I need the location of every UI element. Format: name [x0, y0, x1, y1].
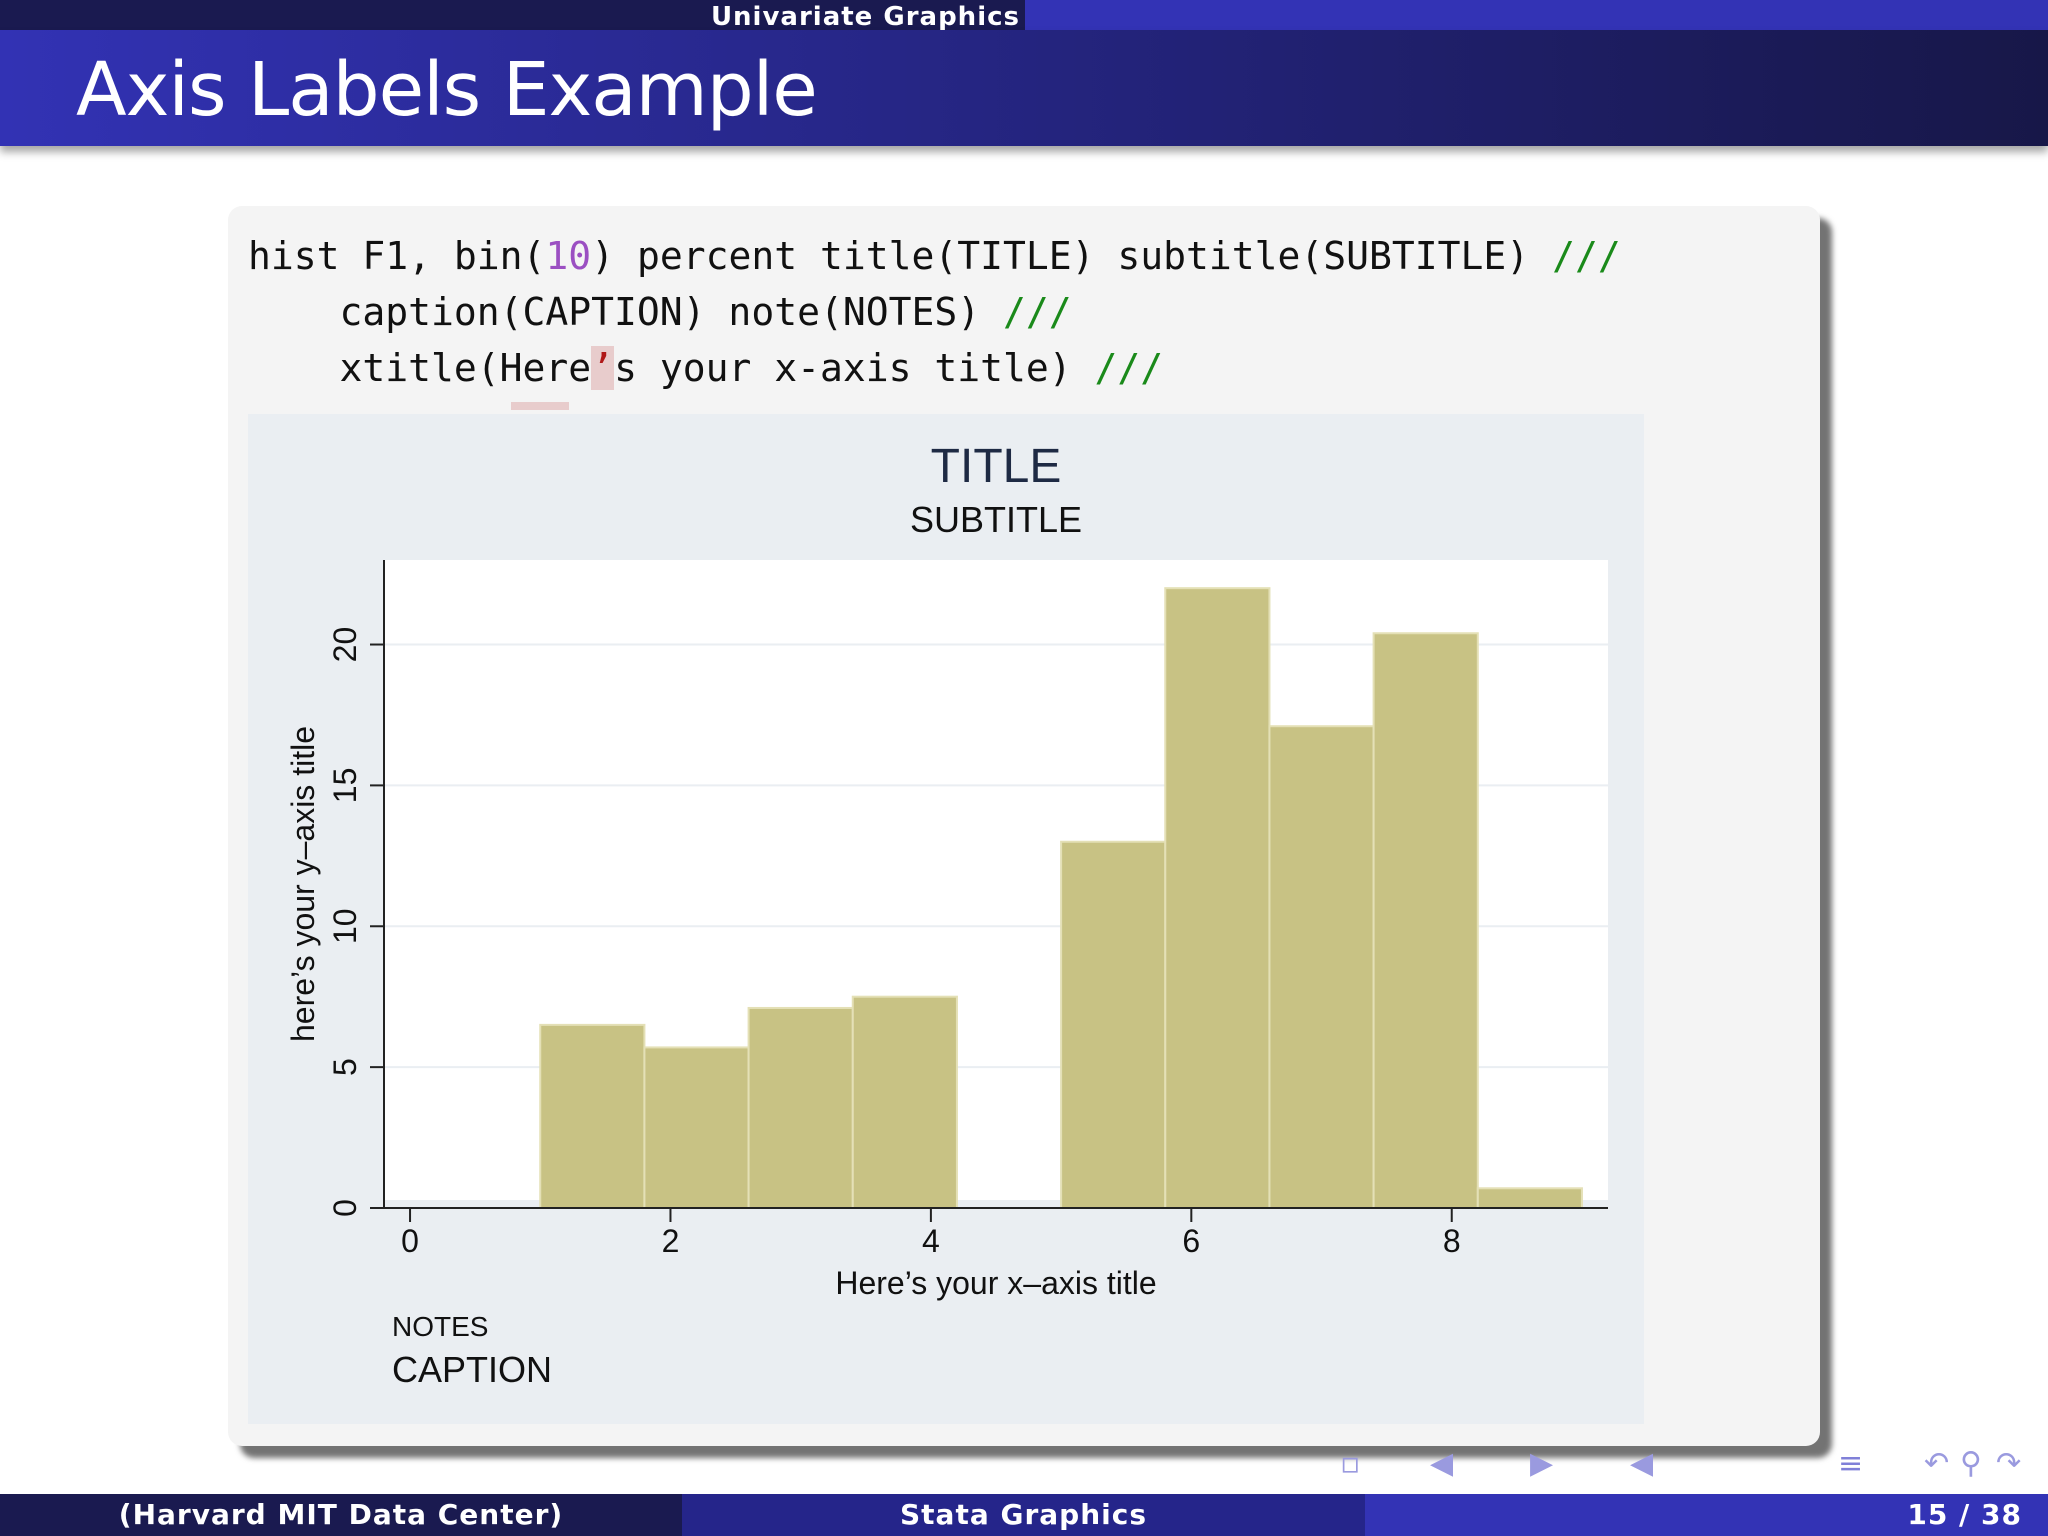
code-listing: hist F1, bin(10) percent title(TITLE) su…	[248, 228, 1621, 396]
code-comment: ///	[1552, 234, 1621, 278]
footer-title: Stata Graphics	[682, 1494, 1365, 1536]
histogram-bar	[1268, 725, 1375, 1209]
histogram-bar	[539, 1023, 646, 1209]
chart-note: NOTES	[392, 1311, 488, 1342]
code-comment: ///	[1002, 290, 1072, 334]
frame-title: Axis Labels Example	[76, 47, 818, 133]
frame-title-bar: Axis Labels Example	[0, 30, 2048, 146]
section-bar-right	[1025, 0, 2048, 30]
content-block: hist F1, bin(10) percent title(TITLE) su…	[228, 206, 1820, 1446]
error-highlight-mark	[511, 402, 569, 410]
code-comment: ///	[1094, 346, 1164, 390]
page-number: 15 / 38	[1907, 1498, 2022, 1531]
code-text: ) percent title(TITLE) subtitle(SUBTITLE…	[591, 234, 1553, 278]
footer-bar: (Harvard MIT Data Center) Stata Graphics…	[0, 1494, 2048, 1536]
histogram-bar	[747, 1006, 854, 1209]
code-text: xtitle(Here	[248, 346, 592, 390]
y-axis-ticks: 0 5 10 15 20	[327, 627, 384, 1217]
chart-subtitle: SUBTITLE	[910, 499, 1082, 540]
y-tick-label: 0	[327, 1199, 363, 1217]
nav-undo-icon[interactable]: ↶	[1924, 1446, 1950, 1481]
nav-frame-icon[interactable]: ▫	[1340, 1446, 1361, 1481]
nav-document-icon[interactable]: ◀	[1630, 1446, 1654, 1481]
x-tick-label: 6	[1182, 1223, 1200, 1259]
graph-panel: 0 5 10 15 20 0 2 4 6 8 TITLE SUBTITLE Here’s you…	[248, 414, 1644, 1424]
code-error-highlight: ’	[591, 346, 615, 390]
nav-search-icon[interactable]: ⚲	[1960, 1446, 1982, 1481]
code-number: 10	[545, 234, 592, 278]
nav-section-icon[interactable]: ▶	[1530, 1446, 1554, 1481]
histogram-bar	[643, 1046, 750, 1209]
nav-list-icon[interactable]: ≡	[1838, 1446, 1864, 1481]
chart-caption: CAPTION	[392, 1349, 552, 1390]
section-title[interactable]: Univariate Graphics	[710, 2, 1020, 32]
histogram-bar	[1476, 1187, 1583, 1209]
code-text: hist F1, bin(	[248, 234, 546, 278]
nav-subsection-icon[interactable]: ◀	[1430, 1446, 1454, 1481]
y-axis-title: here’s your y–axis title	[285, 726, 321, 1042]
footer-page: 15 / 38	[1365, 1494, 2048, 1536]
section-bar-left	[0, 0, 1025, 30]
section-navigation-bar: Univariate Graphics	[0, 0, 2048, 32]
histogram-bar	[1164, 587, 1271, 1210]
y-tick-label: 20	[327, 627, 363, 663]
x-tick-label: 4	[922, 1223, 940, 1259]
y-tick-label: 10	[327, 908, 363, 944]
x-tick-label: 0	[401, 1223, 419, 1259]
nav-redo-icon[interactable]: ↷	[1996, 1446, 2022, 1481]
x-axis-title: Here’s your x–axis title	[835, 1265, 1156, 1301]
histogram-chart: 0 5 10 15 20 0 2 4 6 8 TITLE SUBTITLE Here’s you…	[285, 440, 1608, 1390]
histogram-bar	[851, 995, 958, 1210]
x-axis-ticks: 0 2 4 6 8	[401, 1208, 1461, 1259]
x-tick-label: 8	[1443, 1223, 1461, 1259]
code-text: caption(CAPTION) note(NOTES)	[248, 290, 1003, 334]
beamer-navigation: ▫ ◀ ▶ ◀ ≡ ↶ ⚲ ↷	[1340, 1440, 2040, 1486]
histogram-bar	[1372, 632, 1479, 1209]
code-text: s your x-axis title)	[614, 346, 1095, 390]
histogram-bar	[1060, 840, 1167, 1209]
footer-author: (Harvard MIT Data Center)	[0, 1494, 682, 1536]
y-tick-label: 15	[327, 768, 363, 804]
y-tick-label: 5	[327, 1058, 363, 1076]
x-tick-label: 2	[662, 1223, 680, 1259]
chart-title: TITLE	[931, 440, 1062, 493]
